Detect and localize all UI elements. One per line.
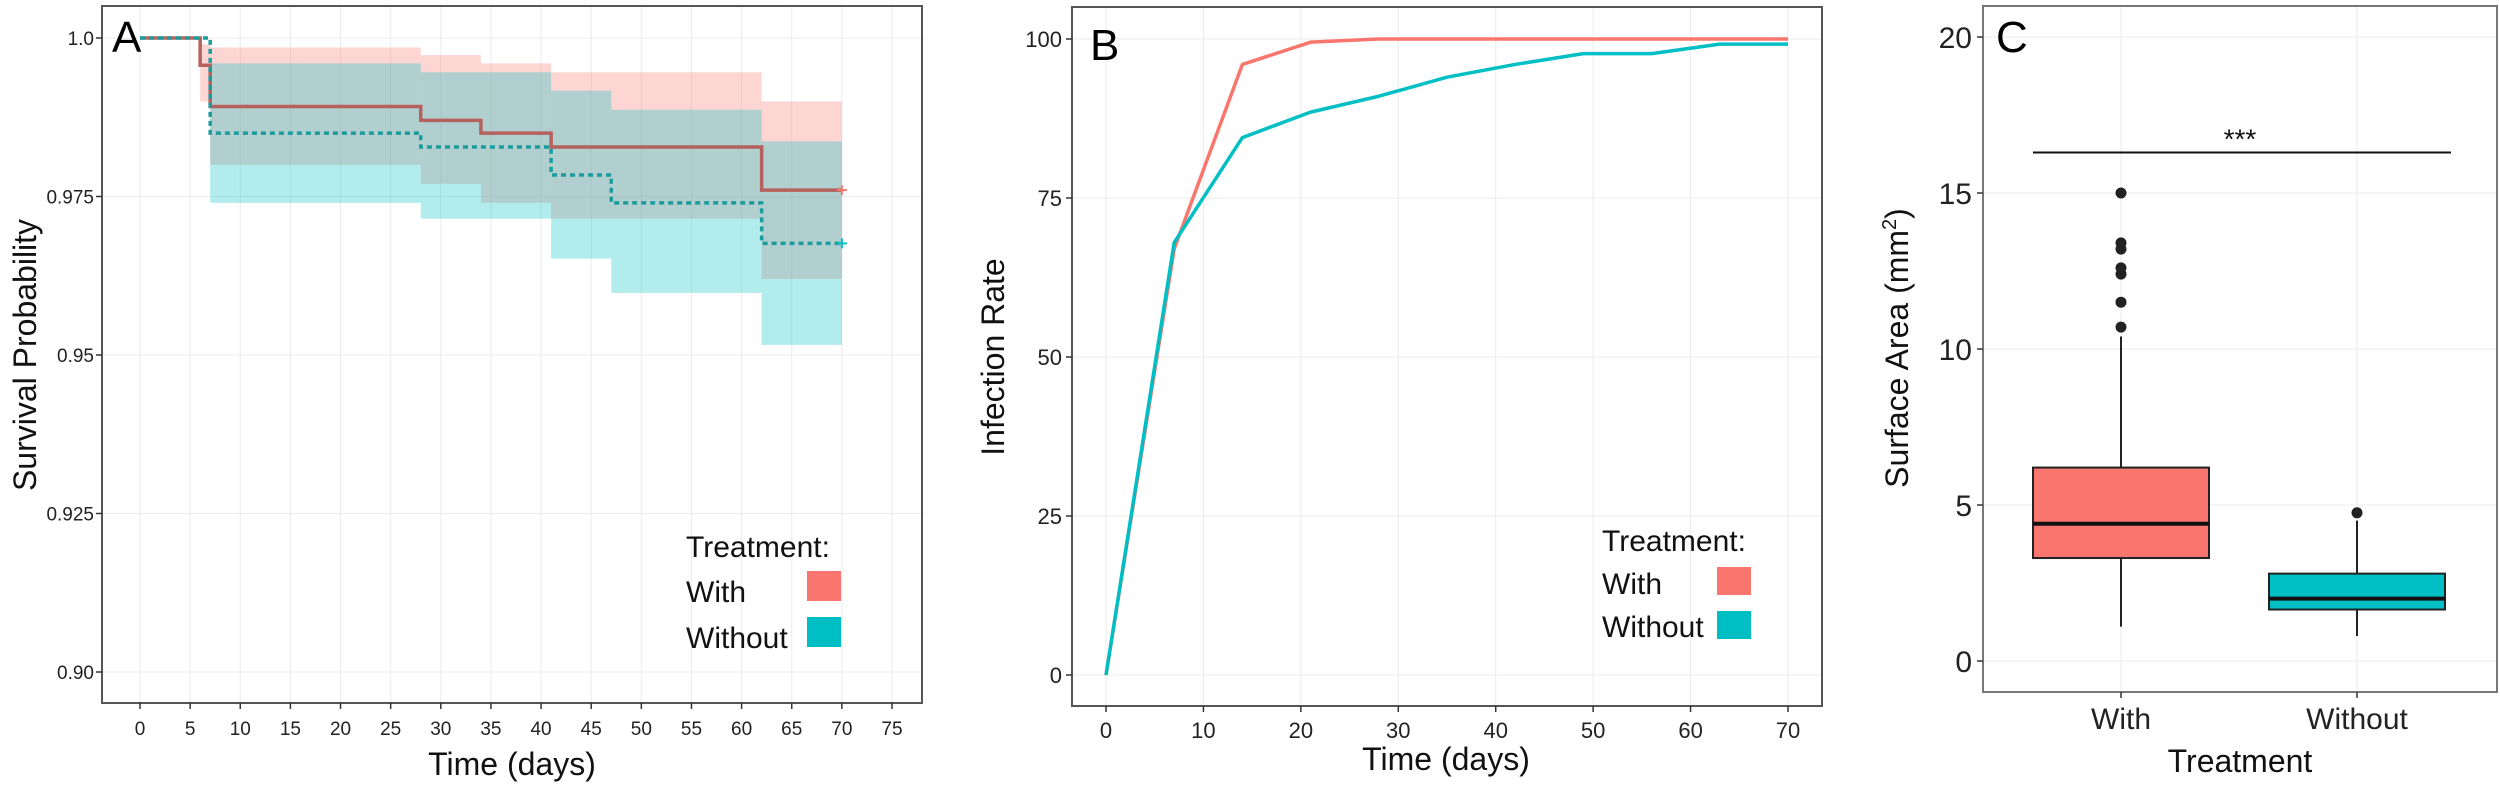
outlier-point-without bbox=[2351, 507, 2363, 519]
survival-line-without bbox=[140, 36, 842, 246]
outlier-point-with bbox=[2115, 262, 2127, 274]
x-tick-label: 0 bbox=[135, 719, 146, 740]
confidence-band-with bbox=[200, 44, 211, 102]
panel-a-survival-lines bbox=[140, 36, 847, 249]
outlier-point-with bbox=[2115, 321, 2127, 333]
y-tick-label: 0.95 bbox=[57, 346, 94, 367]
x-tick-label: 30 bbox=[430, 719, 451, 740]
x-tick-label: 50 bbox=[1581, 718, 1605, 743]
panel-c-ticks: 0 5 10 15 20 With Without bbox=[1939, 22, 2409, 736]
panel-a-legend-swatch-without bbox=[807, 617, 841, 647]
panel-a-letter: A bbox=[112, 13, 142, 62]
panel-b-letter: B bbox=[1090, 21, 1119, 70]
x-tick-label: 10 bbox=[230, 719, 251, 740]
panel-a-legend-swatch-with bbox=[807, 571, 841, 601]
y-tick-label: 0.90 bbox=[57, 663, 94, 684]
x-tick-label: 50 bbox=[631, 719, 652, 740]
infection-line-with bbox=[1104, 37, 1788, 676]
y-tick-label: 10 bbox=[1939, 334, 1972, 367]
x-tick-label: With bbox=[2091, 703, 2151, 736]
panel-a-legend-title: Treatment: bbox=[686, 531, 830, 564]
panel-a-legend-label-with: With bbox=[686, 576, 746, 609]
x-tick-label: 15 bbox=[280, 719, 301, 740]
panel-b-legend-label-without: Without bbox=[1602, 611, 1704, 644]
panel-b-y-axis-title: Infection Rate bbox=[975, 258, 1011, 455]
panel-b-ticks: 0 10 20 30 40 50 60 70 0 25 50 75 100 bbox=[1025, 27, 1800, 743]
outlier-point-with bbox=[2115, 296, 2127, 308]
survival-line-with bbox=[140, 36, 842, 192]
panel-c-y-axis-title: Surface Area (mm2) bbox=[1879, 208, 1915, 488]
y-tick-label: 75 bbox=[1038, 186, 1062, 211]
x-tick-label: 25 bbox=[380, 719, 401, 740]
x-tick-label: 20 bbox=[1289, 718, 1313, 743]
x-tick-label: 75 bbox=[881, 719, 902, 740]
censor-mark-with bbox=[836, 185, 847, 196]
y-tick-label: 0 bbox=[1955, 646, 1972, 679]
panel-c-y-axis-title-main: Surface Area (mm bbox=[1879, 230, 1915, 488]
x-tick-label: 70 bbox=[831, 719, 852, 740]
y-tick-label: 20 bbox=[1939, 22, 1972, 55]
panel-a-survival-chart: 0 5 10 15 20 25 30 35 40 45 50 55 60 65 70 75 0.90 0.925 0… bbox=[7, 5, 923, 782]
x-tick-label: 70 bbox=[1776, 718, 1800, 743]
box-without bbox=[2268, 572, 2446, 611]
panel-b-x-axis-title: Time (days) bbox=[1362, 741, 1530, 777]
censor-mark-without bbox=[836, 238, 847, 249]
panel-c-significance: *** bbox=[2033, 123, 2451, 154]
x-tick-label: 60 bbox=[731, 719, 752, 740]
x-tick-label: 0 bbox=[1100, 718, 1112, 743]
panel-a-y-axis-title: Survival Probability bbox=[7, 219, 43, 491]
panel-b-legend-label-with: With bbox=[1602, 568, 1662, 601]
outlier-point-with bbox=[2115, 237, 2127, 249]
x-tick-label: 55 bbox=[681, 719, 702, 740]
panel-c-x-axis-title: Treatment bbox=[2168, 743, 2313, 779]
y-tick-label: 5 bbox=[1955, 490, 1972, 523]
panel-a-grid bbox=[103, 7, 921, 702]
x-tick-label: 30 bbox=[1386, 718, 1410, 743]
x-tick-label: 20 bbox=[330, 719, 351, 740]
significance-label: *** bbox=[2224, 123, 2257, 154]
panel-b-legend-swatch-without bbox=[1717, 611, 1751, 639]
x-tick-label: 65 bbox=[781, 719, 802, 740]
panel-b-lines bbox=[1104, 37, 1788, 676]
box-with bbox=[2032, 466, 2210, 560]
panel-a-confidence-bands bbox=[200, 44, 842, 345]
panel-c-boxplot: 0 5 10 15 20 With Without *** C Treatment Surf… bbox=[1879, 5, 2498, 779]
y-tick-label: 0.925 bbox=[46, 505, 94, 526]
outlier-point-with bbox=[2115, 187, 2127, 199]
panel-b-legend: Treatment: With Without bbox=[1602, 525, 1751, 644]
y-tick-label: 1.0 bbox=[68, 29, 94, 50]
panel-b-legend-title: Treatment: bbox=[1602, 525, 1746, 558]
panel-c-letter: C bbox=[1996, 13, 2028, 62]
x-tick-label: 5 bbox=[185, 719, 196, 740]
panel-b-grid bbox=[1073, 8, 1821, 705]
y-tick-label: 25 bbox=[1038, 504, 1062, 529]
x-tick-label: 45 bbox=[581, 719, 602, 740]
panel-b-legend-swatch-with bbox=[1717, 567, 1751, 595]
y-tick-label: 100 bbox=[1025, 27, 1062, 52]
infection-line-without bbox=[1104, 42, 1788, 676]
x-tick-label: 40 bbox=[1483, 718, 1507, 743]
panel-a-legend-label-without: Without bbox=[686, 622, 788, 655]
panel-c-boxes bbox=[2032, 187, 2446, 637]
x-tick-label: 60 bbox=[1678, 718, 1702, 743]
y-tick-label: 50 bbox=[1038, 345, 1062, 370]
y-tick-label: 0.975 bbox=[46, 188, 94, 209]
panel-a-x-axis-title: Time (days) bbox=[428, 746, 596, 782]
y-tick-label: 0 bbox=[1050, 663, 1062, 688]
panel-c-y-axis-title-end: ) bbox=[1879, 208, 1915, 219]
panel-a-legend: Treatment: With Without bbox=[686, 531, 841, 655]
y-tick-label: 15 bbox=[1939, 178, 1972, 211]
x-tick-label: Without bbox=[2306, 703, 2408, 736]
panel-a-ticks: 0 5 10 15 20 25 30 35 40 45 50 55 60 65 70 75 0.90 0.925 0… bbox=[46, 29, 902, 740]
x-tick-label: 10 bbox=[1191, 718, 1215, 743]
panel-c-y-axis-title-sup: 2 bbox=[1879, 219, 1901, 230]
x-tick-label: 40 bbox=[530, 719, 551, 740]
x-tick-label: 35 bbox=[480, 719, 501, 740]
